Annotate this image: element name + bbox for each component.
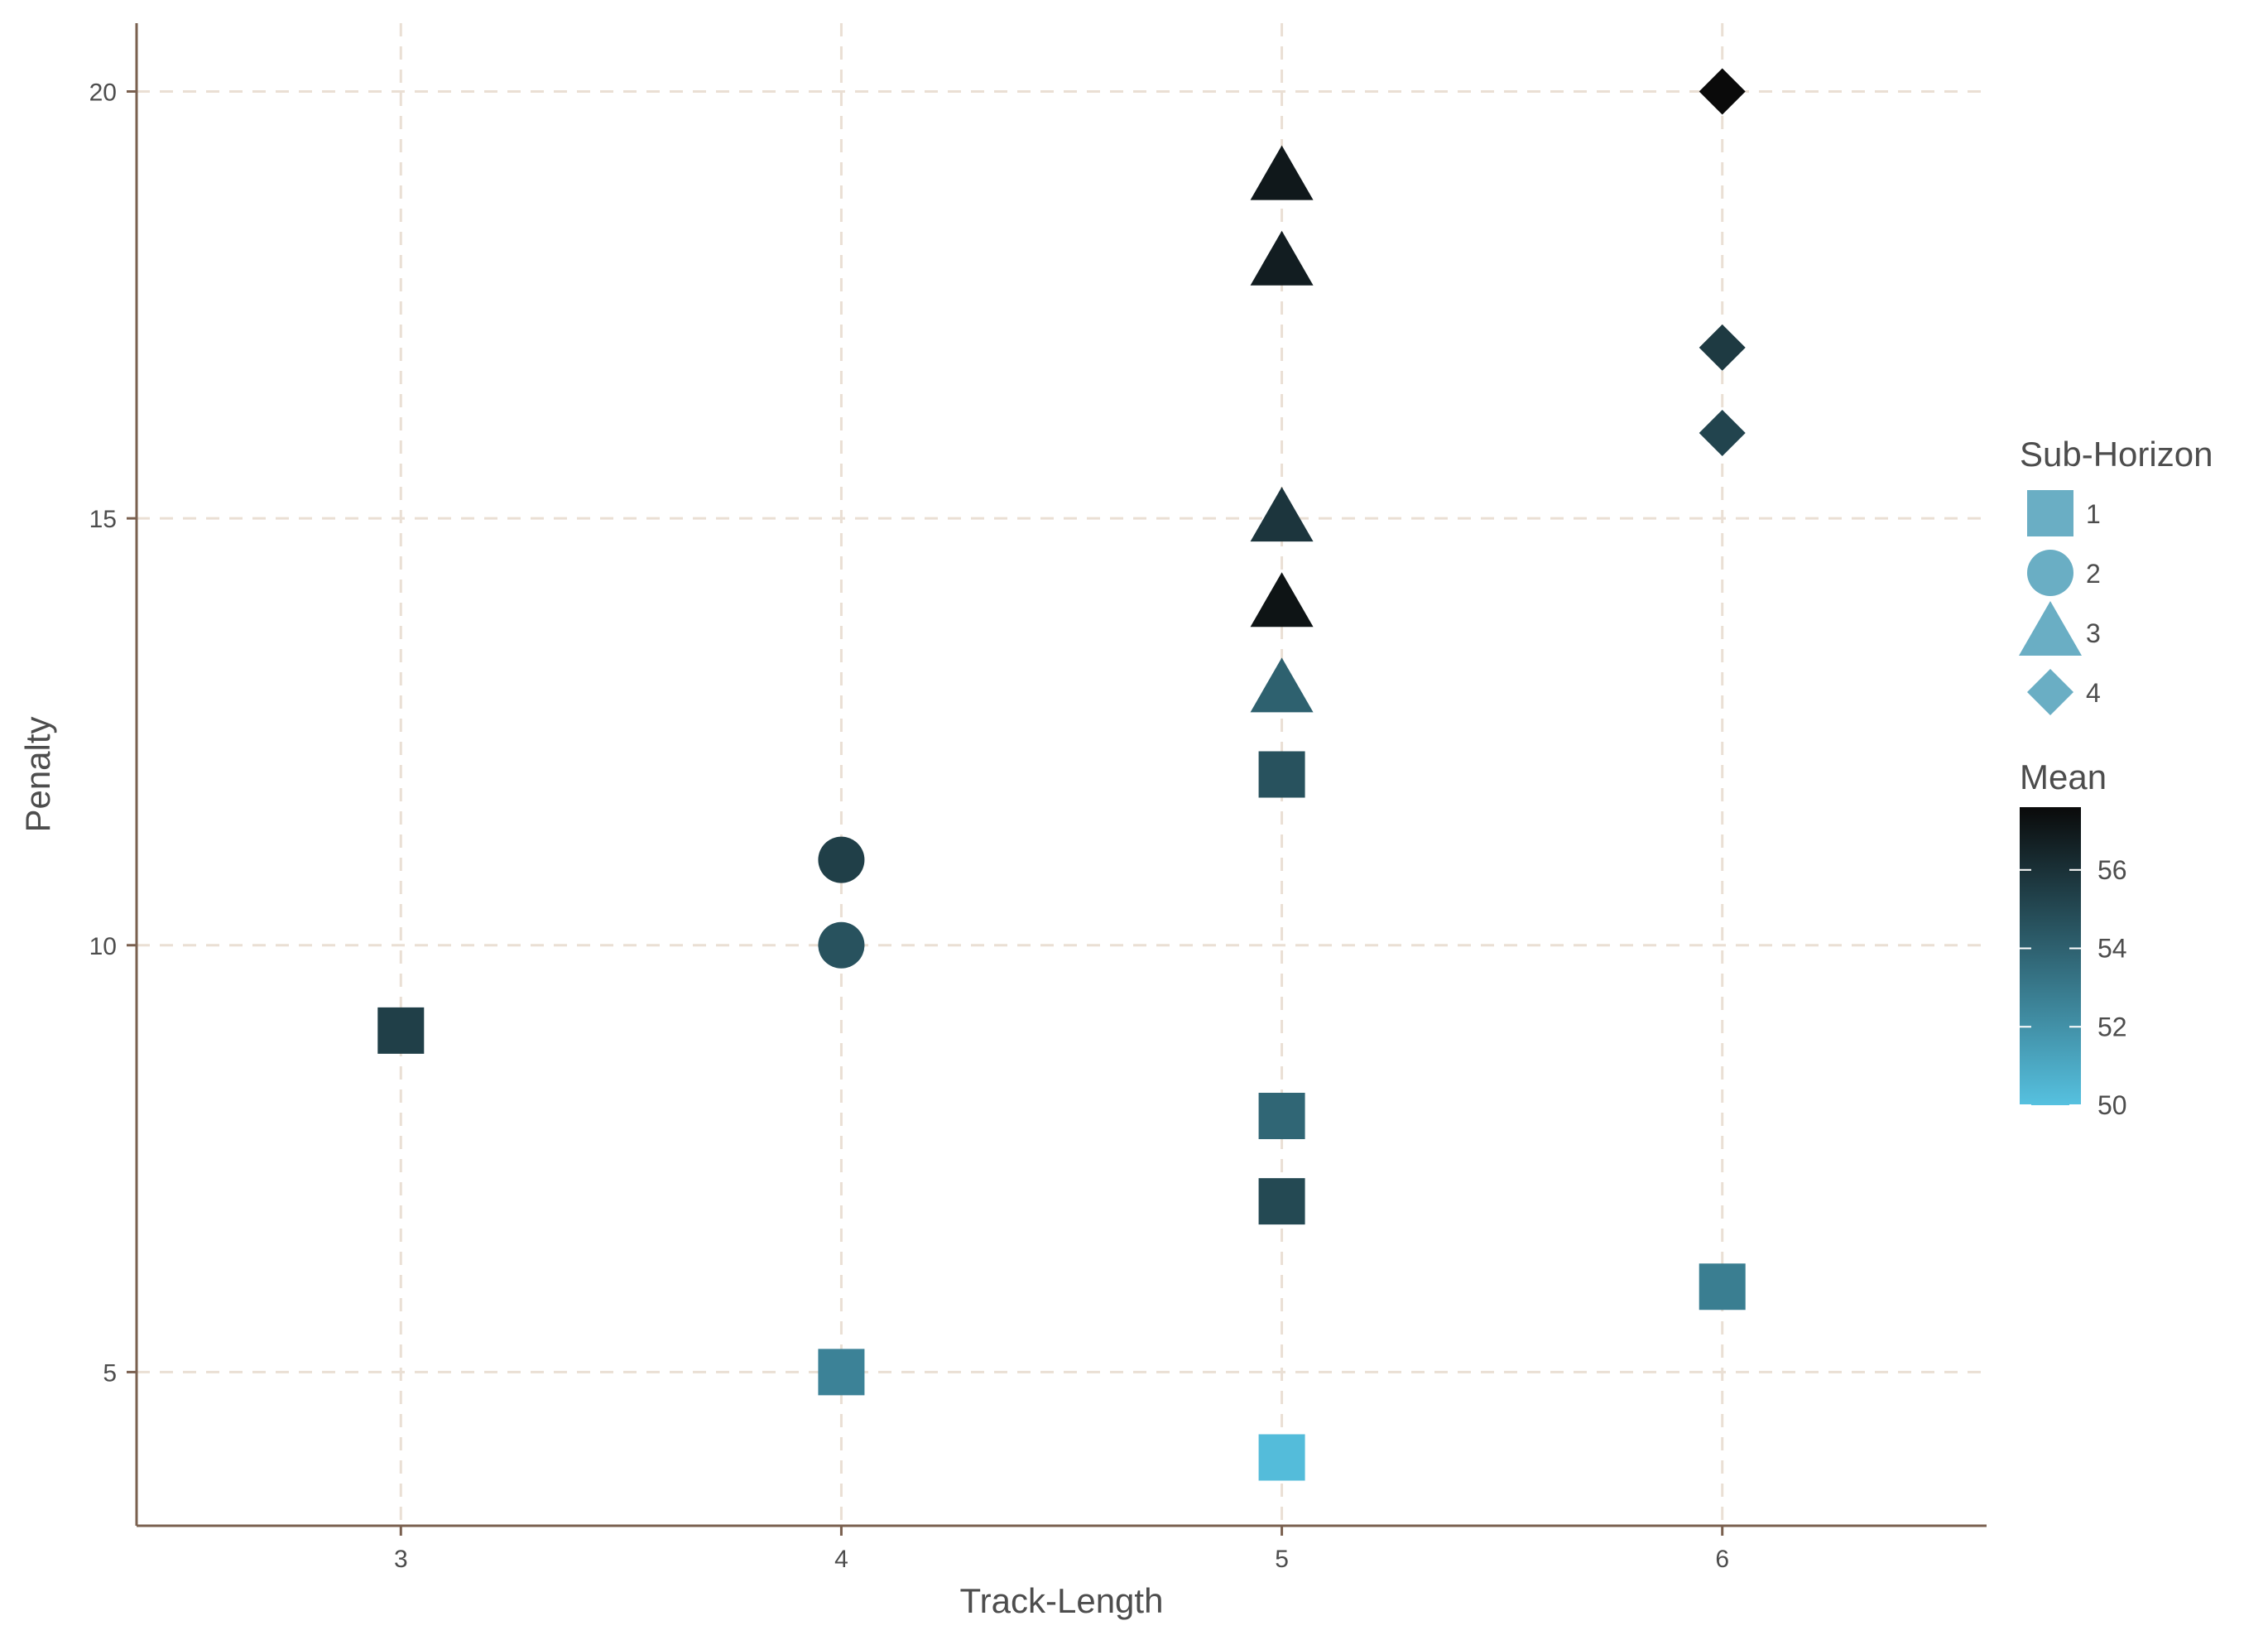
data-point xyxy=(1258,1178,1305,1225)
legend-item-label: 2 xyxy=(2086,559,2101,589)
color-legend: Mean 50 52 54 56 xyxy=(2020,757,2127,1120)
data-point xyxy=(1250,572,1314,628)
data-point xyxy=(818,1349,865,1396)
shape-legend-title: Sub-Horizon xyxy=(2020,435,2213,474)
colorbar-tick-label: 54 xyxy=(2097,934,2127,964)
x-axis-title: Track-Length xyxy=(960,1581,1164,1620)
legend-key-circle xyxy=(2027,550,2073,596)
y-axis-title: Penalty xyxy=(18,716,57,832)
y-tick-label: 15 xyxy=(89,506,117,533)
data-point xyxy=(1258,1434,1305,1481)
data-point xyxy=(1699,68,1746,115)
x-tick-label: 3 xyxy=(394,1546,408,1573)
y-tick-label: 20 xyxy=(89,79,117,107)
legend-item-label: 4 xyxy=(2086,678,2101,708)
data-point xyxy=(1699,1263,1746,1311)
data-point xyxy=(1250,145,1314,200)
color-legend-title: Mean xyxy=(2020,757,2107,796)
x-tick-label: 4 xyxy=(834,1546,848,1573)
colorbar-tick-label: 52 xyxy=(2097,1012,2127,1041)
colorbar xyxy=(2020,807,2081,1105)
axes: 3 4 5 6 5 10 15 20 xyxy=(89,23,1987,1573)
colorbar-tick-label: 56 xyxy=(2097,855,2127,885)
colorbar-tick-label: 50 xyxy=(2097,1090,2127,1120)
data-point xyxy=(818,836,865,883)
x-tick-label: 5 xyxy=(1275,1546,1289,1573)
data-points xyxy=(377,68,1746,1481)
legend-item-label: 3 xyxy=(2086,618,2101,648)
legend-key-diamond xyxy=(2027,669,2073,715)
data-point xyxy=(1699,324,1746,371)
data-point xyxy=(1258,751,1305,798)
y-tick-label: 5 xyxy=(103,1359,117,1387)
data-point xyxy=(1250,487,1314,542)
shape-legend: Sub-Horizon 1 2 3 4 xyxy=(2019,435,2213,715)
data-point xyxy=(818,921,865,969)
legend-key-triangle xyxy=(2019,601,2082,656)
data-point xyxy=(377,1007,425,1054)
y-tick-label: 10 xyxy=(89,933,117,960)
data-point xyxy=(1258,1093,1305,1139)
legend-key-square xyxy=(2027,490,2073,536)
data-point xyxy=(1699,410,1746,456)
data-point xyxy=(1250,230,1314,286)
x-tick-label: 6 xyxy=(1715,1546,1729,1573)
legend-item-label: 1 xyxy=(2086,499,2101,529)
data-point xyxy=(1250,657,1314,713)
